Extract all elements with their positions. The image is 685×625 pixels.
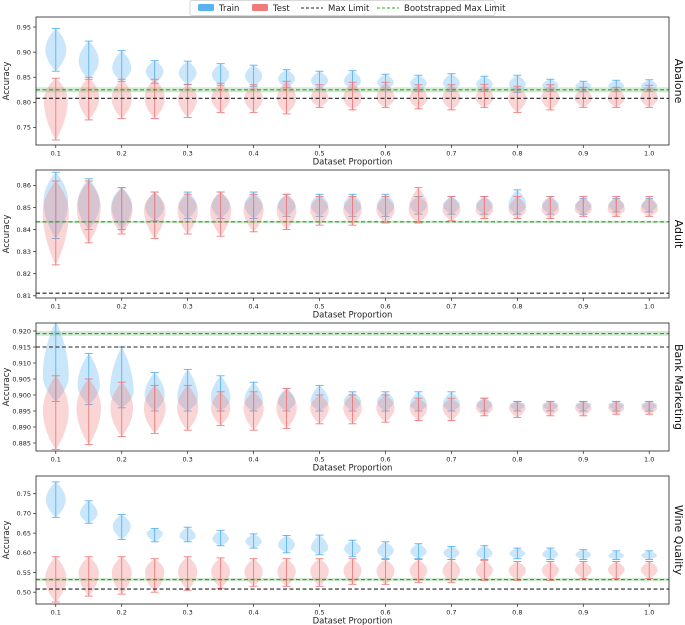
x-axis-label: Dataset Proportion — [313, 617, 393, 625]
y-axis-label: Accuracy — [2, 521, 12, 560]
y-tick-label: 0.55 — [17, 569, 31, 577]
y-tick-label: 0.890 — [12, 423, 31, 431]
legend-train-swatch — [198, 4, 214, 11]
x-tick-label: 0.7 — [446, 456, 456, 464]
y-tick-label: 0.86 — [17, 182, 31, 190]
x-tick-label: 1.0 — [644, 303, 654, 311]
x-tick-label: 0.7 — [446, 303, 456, 311]
x-tick-label: 0.3 — [182, 150, 192, 158]
y-tick-label: 0.81 — [17, 292, 31, 300]
x-tick-label: 0.9 — [578, 150, 588, 158]
panel-wine-quality: 0.50 0.55 0.60 0.65 0.70 0.75 0.1 0.2 0.3 0.4 0.5 0… — [2, 475, 685, 625]
x-tick-label: 1.0 — [644, 609, 654, 617]
y-tick-label: 0.80 — [17, 99, 31, 107]
panel-frame — [35, 16, 670, 146]
plot-area — [36, 323, 669, 450]
x-tick-label: 0.1 — [51, 456, 61, 464]
legend-bootstrapped-label: Bootstrapped Max Limit — [404, 4, 506, 14]
bootstrapped-band — [36, 331, 669, 336]
x-tick-label: 0.2 — [117, 609, 127, 617]
y-tick-label: 0.905 — [12, 375, 31, 383]
x-tick-label: 0.9 — [578, 303, 588, 311]
x-tick-label: 1.0 — [644, 150, 654, 158]
y-tick-label: 0.60 — [17, 549, 31, 557]
x-tick-label: 0.3 — [182, 609, 192, 617]
plot-area — [36, 171, 669, 294]
x-tick-label: 0.5 — [314, 609, 324, 617]
legend-test-swatch — [252, 4, 268, 11]
panel-frame — [35, 322, 670, 452]
x-tick-label: 0.5 — [314, 150, 324, 158]
y-tick-label: 0.910 — [12, 359, 31, 367]
y-tick-label: 0.915 — [12, 343, 31, 351]
plot-area — [36, 481, 669, 603]
x-tick-label: 0.2 — [117, 303, 127, 311]
x-tick-label: 0.6 — [380, 150, 390, 158]
x-tick-label: 0.4 — [248, 150, 258, 158]
plot-area — [36, 28, 669, 141]
panel-abalone: 0.75 0.80 0.85 0.90 0.95 0.1 0.2 0.3 0.4 0.5 0.6 0.… — [2, 16, 685, 168]
x-tick-label: 0.6 — [380, 609, 390, 617]
x-axis-label: Dataset Proportion — [313, 311, 393, 321]
y-tick-label: 0.90 — [17, 48, 31, 56]
y-tick-label: 0.83 — [17, 248, 31, 256]
x-tick-label: 0.6 — [380, 456, 390, 464]
x-tick-label: 0.5 — [314, 303, 324, 311]
y-tick-label: 0.70 — [17, 510, 31, 518]
panel-frame — [35, 169, 670, 299]
legend-max-limit-label: Max Limit — [328, 4, 370, 14]
legend: Train Test Max Limit Bootstrapped Max Li… — [189, 0, 506, 16]
x-tick-label: 1.0 — [644, 456, 654, 464]
y-tick-label: 0.85 — [17, 74, 31, 82]
panel-frame — [35, 475, 670, 605]
y-axis-label: Accuracy — [2, 62, 12, 101]
x-tick-label: 0.9 — [578, 456, 588, 464]
y-tick-label: 0.900 — [12, 391, 31, 399]
x-tick-label: 0.1 — [51, 150, 61, 158]
y-tick-label: 0.85 — [17, 204, 31, 212]
legend-train-label: Train — [218, 4, 239, 14]
x-tick-label: 0.3 — [182, 456, 192, 464]
panel-adult: 0.81 0.82 0.83 0.84 0.85 0.86 0.1 0.2 0.3 0.4 0.5 0… — [2, 169, 685, 321]
y-tick-label: 0.885 — [12, 439, 31, 447]
y-tick-label: 0.65 — [17, 529, 31, 537]
y-tick-label: 0.82 — [17, 270, 31, 278]
panel-title: Bank Marketing — [672, 344, 685, 430]
y-axis-label: Accuracy — [2, 215, 12, 254]
x-tick-label: 0.8 — [512, 456, 522, 464]
y-tick-label: 0.50 — [17, 588, 31, 596]
x-tick-label: 0.4 — [248, 303, 258, 311]
y-tick-label: 0.84 — [17, 226, 31, 234]
x-tick-label: 0.4 — [248, 609, 258, 617]
panel-title: Adult — [672, 220, 685, 249]
y-axis-label: Accuracy — [2, 368, 12, 407]
y-tick-label: 0.95 — [17, 23, 31, 31]
x-tick-label: 0.9 — [578, 609, 588, 617]
x-tick-label: 0.4 — [248, 456, 258, 464]
x-tick-label: 0.6 — [380, 303, 390, 311]
x-tick-label: 0.3 — [182, 303, 192, 311]
x-tick-label: 0.8 — [512, 303, 522, 311]
chart-panels: 0.750.800.850.900.950.1 0.2 0.3 0.4 0.5 0.6 0.… — [2, 16, 685, 625]
y-tick-label: 0.75 — [17, 490, 31, 498]
legend-test-label: Test — [272, 4, 290, 14]
x-tick-label: 0.2 — [117, 150, 127, 158]
x-tick-label: 0.7 — [446, 150, 456, 158]
x-tick-label: 0.7 — [446, 609, 456, 617]
x-axis-label: Dataset Proportion — [313, 464, 393, 474]
x-tick-label: 0.2 — [117, 456, 127, 464]
panel-bank-marketing: 0.885 0.890 0.895 0.900 0.905 0.910 0.915 0.920… — [2, 322, 685, 474]
x-tick-label: 0.1 — [51, 303, 61, 311]
x-tick-label: 0.1 — [51, 609, 61, 617]
panel-title: Wine Quality — [672, 505, 685, 576]
y-tick-label: 0.75 — [17, 124, 31, 132]
panel-title: Abalone — [672, 59, 685, 104]
y-tick-label: 0.920 — [12, 327, 31, 335]
x-axis-label: Dataset Proportion — [313, 158, 393, 168]
x-tick-label: 0.8 — [512, 150, 522, 158]
x-tick-label: 0.8 — [512, 609, 522, 617]
x-tick-label: 0.5 — [314, 456, 324, 464]
y-tick-label: 0.895 — [12, 407, 31, 415]
